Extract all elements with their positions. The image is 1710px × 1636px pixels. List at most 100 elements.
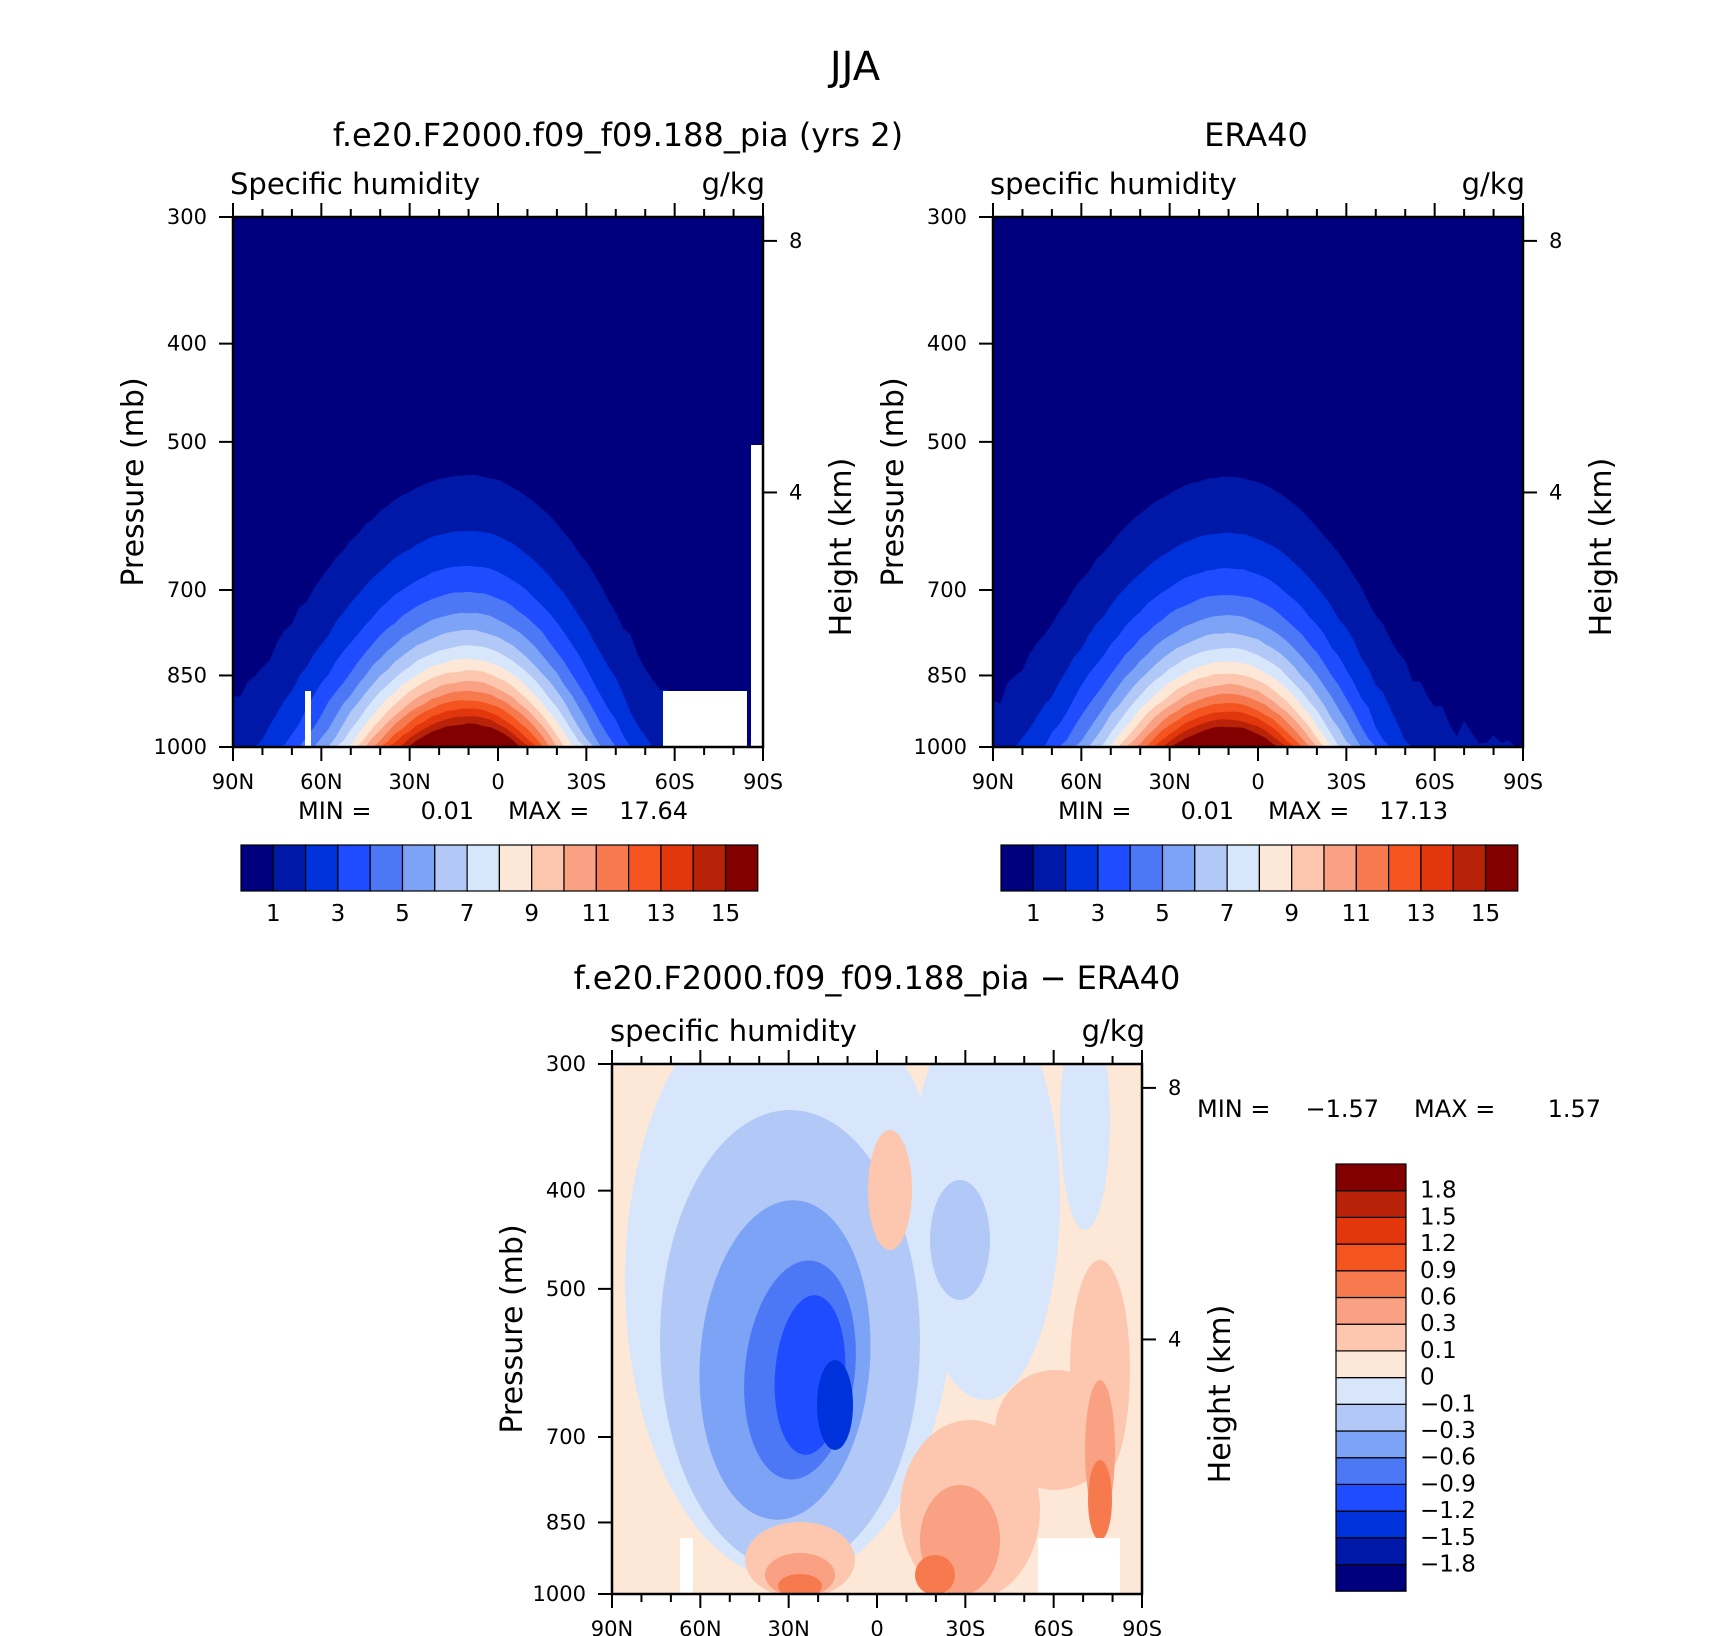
colorbar-cell — [1355, 844, 1390, 892]
panel-title: f.e20.F2000.f09_f09.188_pia − ERA40 — [574, 959, 1181, 997]
x-tick-label: 0 — [1251, 770, 1264, 794]
colorbar-label: 0.6 — [1420, 1285, 1457, 1311]
colorbar-cell — [1335, 1563, 1407, 1592]
y-tick-label: 700 — [927, 578, 967, 602]
y-right-tick-label: 4 — [789, 480, 802, 504]
min-value: 0.01 — [421, 797, 474, 825]
x-tick-label: 60S — [655, 770, 695, 794]
colorbar-cell — [1032, 844, 1067, 892]
x-tick-label: 60N — [679, 1617, 721, 1636]
x-tick-label: 0 — [870, 1617, 883, 1636]
x-tick-label: 60S — [1034, 1617, 1074, 1636]
colorbar-label: 0.1 — [1420, 1338, 1457, 1364]
contour-band — [993, 726, 1523, 747]
max-label: MAX = — [1268, 797, 1349, 825]
plot-area — [993, 217, 1523, 747]
colorbar-cell — [724, 844, 759, 892]
colorbar-label: −0.3 — [1420, 1418, 1476, 1444]
colorbar-label: 3 — [331, 901, 346, 927]
colorbar-label: 1 — [266, 901, 281, 927]
colorbar-cell — [1258, 844, 1293, 892]
y-tick-label: 850 — [927, 663, 967, 687]
y-tick-label: 850 — [546, 1510, 586, 1534]
colorbar-cell — [660, 844, 694, 892]
colorbar-label: 9 — [524, 901, 539, 927]
colorbar-cell — [1335, 1403, 1407, 1432]
colorbar-label: 0.9 — [1420, 1258, 1457, 1284]
colorbar-label: 11 — [582, 901, 611, 927]
colorbar-cell — [1420, 844, 1454, 892]
contour-band — [1060, 1064, 1110, 1230]
panel-variable-label: specific humidity — [610, 1014, 857, 1048]
colorbar-cell — [401, 844, 436, 892]
y-axis-title: Pressure (mb) — [116, 377, 151, 586]
colorbar-label: 1.2 — [1420, 1231, 1457, 1257]
max-value: 1.57 — [1548, 1095, 1601, 1123]
y-tick-label: 500 — [167, 430, 207, 454]
colorbar-cell — [1064, 844, 1099, 892]
panel-variable-label: Specific humidity — [230, 167, 480, 201]
colorbar-cell — [1194, 844, 1228, 892]
colorbar-label: 3 — [1091, 901, 1106, 927]
colorbar-cell — [337, 844, 371, 892]
max-label: MAX = — [508, 797, 589, 825]
x-tick-label: 90N — [591, 1617, 633, 1636]
contour-band — [910, 1064, 1060, 1400]
colorbar-cell — [434, 844, 468, 892]
colorbar-cell — [1000, 844, 1034, 892]
colorbar-cell — [627, 844, 662, 892]
x-tick-label: 60N — [300, 770, 342, 794]
y-tick-label: 700 — [546, 1425, 586, 1449]
panel-title: f.e20.F2000.f09_f09.188_pia (yrs 2) — [333, 116, 903, 154]
colorbar-cell — [369, 844, 404, 892]
colorbar-cell — [1335, 1430, 1407, 1459]
contour-band — [778, 1574, 822, 1594]
x-tick-label: 90N — [972, 770, 1014, 794]
colorbar-label: 5 — [1155, 901, 1170, 927]
colorbar-cell — [1161, 844, 1196, 892]
colorbar-label: 13 — [646, 901, 675, 927]
colorbar-cell — [1323, 844, 1357, 892]
colorbar-cell — [1335, 1350, 1407, 1379]
y-axis-title: Pressure (mb) — [495, 1224, 530, 1433]
colorbar-label: 15 — [1471, 901, 1500, 927]
y-right-axis-title: Height (km) — [824, 458, 859, 637]
colorbar-cell — [531, 844, 565, 892]
colorbar-cell — [1335, 1537, 1407, 1566]
x-tick-label: 30N — [767, 1617, 809, 1636]
colorbar-label: −1.2 — [1420, 1498, 1476, 1524]
colorbar-label: 7 — [1220, 901, 1235, 927]
colorbar-cell — [692, 844, 727, 892]
panel-units-label: g/kg — [1082, 1014, 1145, 1048]
colorbar-label: 15 — [711, 901, 740, 927]
x-tick-label: 90S — [1503, 770, 1543, 794]
panel-model: f.e20.F2000.f09_f09.188_pia (yrs 2) Speci… — [116, 116, 903, 825]
panel-units-label: g/kg — [702, 167, 765, 201]
colorbar-cell — [1335, 1270, 1407, 1299]
y-right-tick-label: 4 — [1168, 1327, 1181, 1351]
y-right-tick-label: 4 — [1549, 480, 1562, 504]
colorbar-label: 7 — [460, 901, 475, 927]
contour-band — [233, 723, 763, 747]
colorbar-cell — [1335, 1510, 1407, 1539]
colorbar-cell — [1335, 1457, 1407, 1485]
x-tick-label: 30S — [566, 770, 606, 794]
x-tick-label: 30S — [1326, 770, 1366, 794]
colorbar-cell — [1387, 844, 1422, 892]
colorbar-label: −0.6 — [1420, 1445, 1476, 1471]
panel-variable-label: specific humidity — [990, 167, 1237, 201]
figure-title: JJA — [827, 44, 881, 90]
max-label: MAX = — [1414, 1095, 1495, 1123]
x-tick-label: 30N — [1148, 770, 1190, 794]
y-tick-label: 1000 — [533, 1582, 586, 1606]
missing-data — [663, 691, 747, 747]
y-tick-label: 400 — [927, 332, 967, 356]
colorbar-label: 9 — [1284, 901, 1299, 927]
colorbar-cell — [1452, 844, 1487, 892]
colorbar-cell — [466, 844, 501, 892]
colorbar-cell — [1129, 844, 1164, 892]
colorbar-cell — [1484, 844, 1519, 892]
panel-units-label: g/kg — [1462, 167, 1525, 201]
x-tick-label: 30S — [945, 1617, 985, 1636]
colorbar-cell — [1335, 1323, 1407, 1352]
